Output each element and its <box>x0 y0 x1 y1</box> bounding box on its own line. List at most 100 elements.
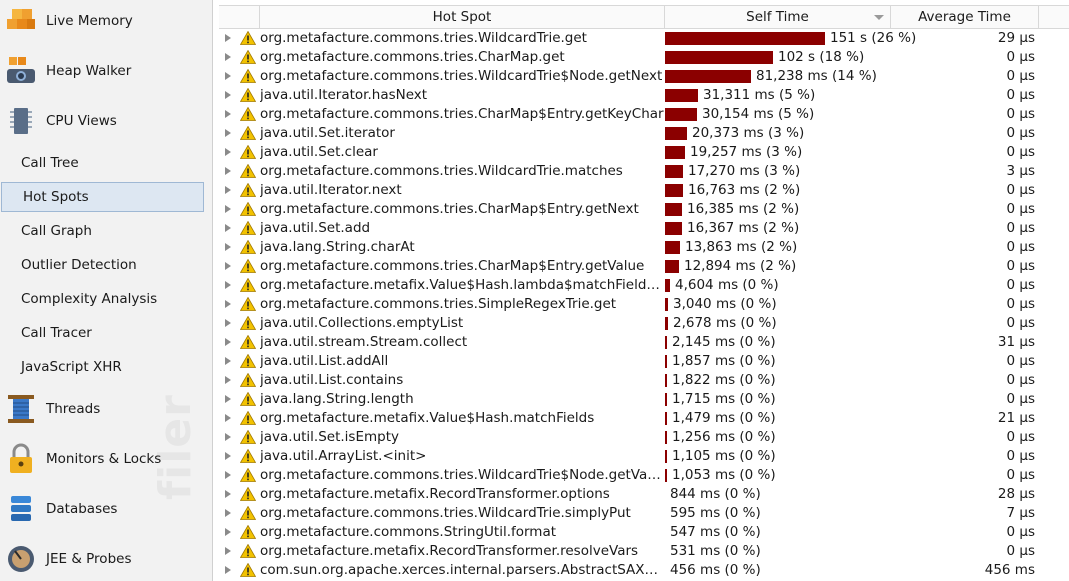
sidebar-item-outlier-detection[interactable]: Outlier Detection <box>0 250 212 280</box>
table-row[interactable]: java.util.Iterator.next 16,763 ms (2 %) 0 … <box>219 181 1069 200</box>
table-row[interactable]: java.util.stream.Stream.collect 2,145 ms … <box>219 333 1069 352</box>
sidebar-category-jee-probes[interactable]: JEE & Probes <box>0 534 212 581</box>
table-row[interactable]: java.lang.String.charAt 13,863 ms (2 %) 0 … <box>219 238 1069 257</box>
expand-arrow-icon[interactable] <box>225 72 231 80</box>
sidebar-category-cpu-views[interactable]: CPU Views <box>0 96 212 146</box>
expand-arrow-icon[interactable] <box>225 281 231 289</box>
expand-arrow-icon[interactable] <box>225 53 231 61</box>
table-row[interactable]: org.metafacture.commons.tries.WildcardTr… <box>219 67 1069 86</box>
method-name: org.metafacture.commons.tries.WildcardTr… <box>260 68 663 84</box>
cpu-views-icon <box>5 105 37 137</box>
expand-arrow-icon[interactable] <box>225 243 231 251</box>
table-row[interactable]: org.metafacture.commons.tries.WildcardTr… <box>219 466 1069 485</box>
method-name: java.util.stream.Stream.collect <box>260 334 468 350</box>
table-row[interactable]: org.metafacture.commons.tries.WildcardTr… <box>219 162 1069 181</box>
sidebar-category-label: Monitors & Locks <box>46 451 162 467</box>
table-row[interactable]: org.metafacture.metafix.Value$Hash.lambd… <box>219 276 1069 295</box>
average-time-value: 0 µs <box>1006 543 1035 559</box>
table-row[interactable]: org.metafacture.commons.tries.SimpleRege… <box>219 295 1069 314</box>
expand-arrow-icon[interactable] <box>225 528 231 536</box>
warning-icon <box>239 68 257 83</box>
self-time-bar <box>665 412 667 425</box>
table-row[interactable]: java.util.Set.isEmpty 1,256 ms (0 %) 0 µs <box>219 428 1069 447</box>
table-row[interactable]: org.metafacture.commons.tries.CharMap.ge… <box>219 48 1069 67</box>
expand-arrow-icon[interactable] <box>225 319 231 327</box>
sidebar-category-heap-walker[interactable]: Heap Walker <box>0 46 212 96</box>
expand-arrow-icon[interactable] <box>225 471 231 479</box>
sidebar-category-threads[interactable]: Threads <box>0 384 212 434</box>
sidebar-item-call-graph[interactable]: Call Graph <box>0 216 212 246</box>
average-time-value: 0 µs <box>1006 220 1035 236</box>
expand-arrow-icon[interactable] <box>225 167 231 175</box>
table-row[interactable]: java.util.Set.iterator 20,373 ms (3 %) 0 µ… <box>219 124 1069 143</box>
sidebar-item-label: Call Tree <box>21 155 79 171</box>
table-row[interactable]: org.metafacture.metafix.RecordTransforme… <box>219 542 1069 561</box>
average-time-value: 0 µs <box>1006 296 1035 312</box>
self-time-bar <box>665 127 687 140</box>
table-row[interactable]: org.metafacture.commons.StringUtil.forma… <box>219 523 1069 542</box>
expand-arrow-icon[interactable] <box>225 414 231 422</box>
table-row[interactable]: org.metafacture.commons.tries.CharMap$En… <box>219 257 1069 276</box>
expand-arrow-icon[interactable] <box>225 300 231 308</box>
sort-descending-icon <box>874 15 884 20</box>
table-row[interactable]: com.sun.org.apache.xerces.internal.parse… <box>219 561 1069 580</box>
sidebar-category-live-memory[interactable]: Live Memory <box>0 0 212 46</box>
table-row[interactable]: java.util.ArrayList.<init> 1,105 ms (0 %)… <box>219 447 1069 466</box>
expand-arrow-icon[interactable] <box>225 148 231 156</box>
expand-arrow-icon[interactable] <box>225 357 231 365</box>
sidebar-item-call-tree[interactable]: Call Tree <box>0 148 212 178</box>
sidebar-item-complexity-analysis[interactable]: Complexity Analysis <box>0 284 212 314</box>
sidebar-category-databases[interactable]: Databases <box>0 484 212 534</box>
expand-arrow-icon[interactable] <box>225 376 231 384</box>
expand-arrow-icon[interactable] <box>225 452 231 460</box>
expand-arrow-icon[interactable] <box>225 205 231 213</box>
expand-arrow-icon[interactable] <box>225 224 231 232</box>
table-row[interactable]: java.util.List.contains 1,822 ms (0 %) 0 µ… <box>219 371 1069 390</box>
table-row[interactable]: java.util.List.addAll 1,857 ms (0 %) 0 µs <box>219 352 1069 371</box>
expand-arrow-icon[interactable] <box>225 262 231 270</box>
table-row[interactable]: java.util.Set.add 16,367 ms (2 %) 0 µs <box>219 219 1069 238</box>
sidebar-item-javascript-xhr[interactable]: JavaScript XHR <box>0 352 212 382</box>
table-row[interactable]: java.util.Iterator.hasNext 31,311 ms (5 %… <box>219 86 1069 105</box>
table-row[interactable]: org.metafacture.metafix.Value$Hash.match… <box>219 409 1069 428</box>
self-time-bar <box>665 317 668 330</box>
column-header-average-time[interactable]: Average Time <box>891 6 1039 28</box>
expand-arrow-icon[interactable] <box>225 91 231 99</box>
warning-icon <box>239 505 257 520</box>
expand-arrow-icon[interactable] <box>225 129 231 137</box>
expand-arrow-icon[interactable] <box>225 566 231 574</box>
expand-arrow-icon[interactable] <box>225 338 231 346</box>
column-header-self-time[interactable]: Self Time <box>665 6 891 28</box>
self-time-value: 844 ms (0 %) <box>670 486 761 502</box>
table-row[interactable]: java.lang.String.length 1,715 ms (0 %) 0 µ… <box>219 390 1069 409</box>
expand-arrow-icon[interactable] <box>225 433 231 441</box>
method-name: java.util.Set.clear <box>260 144 378 160</box>
sidebar-item-label: Complexity Analysis <box>21 291 158 307</box>
table-row[interactable]: java.util.Collections.emptyList 2,678 ms … <box>219 314 1069 333</box>
sidebar-item-hot-spots[interactable]: Hot Spots <box>1 182 204 212</box>
sidebar-item-call-tracer[interactable]: Call Tracer <box>0 318 212 348</box>
sidebar-item-label: Hot Spots <box>23 189 89 205</box>
table-row[interactable]: org.metafacture.commons.tries.CharMap$En… <box>219 105 1069 124</box>
table-row[interactable]: java.util.Set.clear 19,257 ms (3 %) 0 µs <box>219 143 1069 162</box>
average-time-value: 456 ms <box>984 562 1035 578</box>
table-row[interactable]: org.metafacture.commons.tries.CharMap$En… <box>219 200 1069 219</box>
sidebar-category-monitors-locks[interactable]: Monitors & Locks <box>0 434 212 484</box>
method-name: org.metafacture.commons.tries.WildcardTr… <box>260 467 664 483</box>
table-row[interactable]: org.metafacture.metafix.RecordTransforme… <box>219 485 1069 504</box>
average-time-value: 0 µs <box>1006 182 1035 198</box>
table-row[interactable]: org.metafacture.commons.tries.WildcardTr… <box>219 504 1069 523</box>
expand-arrow-icon[interactable] <box>225 395 231 403</box>
self-time-value: 456 ms (0 %) <box>670 562 761 578</box>
expand-arrow-icon[interactable] <box>225 110 231 118</box>
expand-arrow-icon[interactable] <box>225 34 231 42</box>
method-name: java.lang.String.charAt <box>260 239 415 255</box>
expand-arrow-icon[interactable] <box>225 490 231 498</box>
expand-arrow-icon[interactable] <box>225 509 231 517</box>
column-header-hot-spot[interactable]: Hot Spot <box>260 6 665 28</box>
table-row[interactable]: org.metafacture.commons.tries.WildcardTr… <box>219 29 1069 48</box>
method-name: java.util.Set.add <box>260 220 371 236</box>
expand-arrow-icon[interactable] <box>225 186 231 194</box>
expand-arrow-icon[interactable] <box>225 547 231 555</box>
average-time-value: 0 µs <box>1006 68 1035 84</box>
